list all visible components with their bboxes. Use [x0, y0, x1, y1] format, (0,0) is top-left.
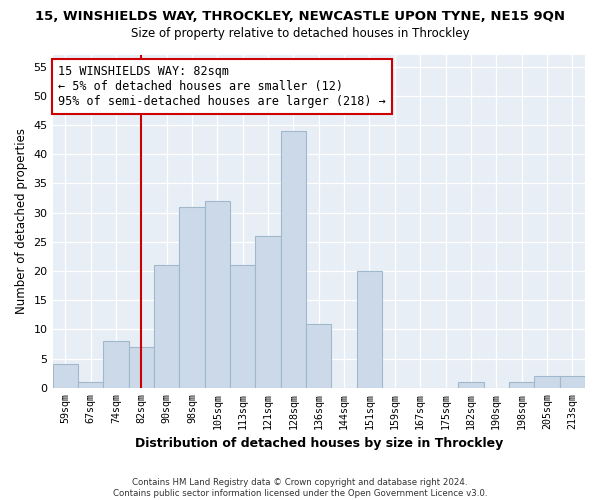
X-axis label: Distribution of detached houses by size in Throckley: Distribution of detached houses by size …: [134, 437, 503, 450]
Bar: [53, 364, 78, 388]
Y-axis label: Number of detached properties: Number of detached properties: [15, 128, 28, 314]
Bar: [458, 382, 484, 388]
Bar: [205, 201, 230, 388]
Text: Size of property relative to detached houses in Throckley: Size of property relative to detached ho…: [131, 28, 469, 40]
Text: Contains HM Land Registry data © Crown copyright and database right 2024.
Contai: Contains HM Land Registry data © Crown c…: [113, 478, 487, 498]
Bar: [103, 341, 128, 388]
Bar: [560, 376, 585, 388]
Bar: [128, 347, 154, 388]
Bar: [230, 265, 256, 388]
Bar: [534, 376, 560, 388]
Bar: [509, 382, 534, 388]
Text: 15 WINSHIELDS WAY: 82sqm
← 5% of detached houses are smaller (12)
95% of semi-de: 15 WINSHIELDS WAY: 82sqm ← 5% of detache…: [58, 65, 386, 108]
Bar: [256, 236, 281, 388]
Bar: [154, 265, 179, 388]
Bar: [281, 131, 306, 388]
Text: 15, WINSHIELDS WAY, THROCKLEY, NEWCASTLE UPON TYNE, NE15 9QN: 15, WINSHIELDS WAY, THROCKLEY, NEWCASTLE…: [35, 10, 565, 23]
Bar: [306, 324, 331, 388]
Bar: [179, 207, 205, 388]
Bar: [357, 271, 382, 388]
Bar: [78, 382, 103, 388]
